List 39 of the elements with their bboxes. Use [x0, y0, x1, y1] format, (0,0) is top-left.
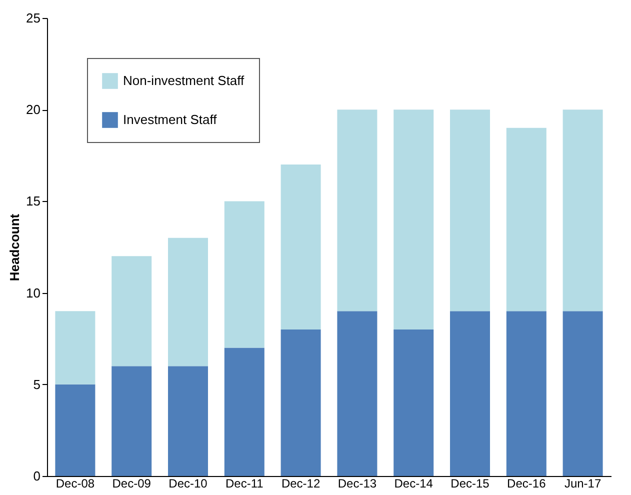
x-tick-label: Dec-11 — [226, 476, 264, 490]
bar — [112, 256, 152, 366]
bar — [224, 201, 264, 348]
bar — [168, 238, 208, 366]
bar — [55, 311, 96, 384]
bar — [224, 348, 264, 476]
y-tick-label: 10 — [26, 285, 40, 300]
x-tick-label: Dec-15 — [450, 476, 490, 490]
bar — [394, 329, 434, 476]
bar — [450, 311, 490, 476]
bar — [280, 164, 321, 330]
x-tick-label: Dec-09 — [112, 476, 152, 490]
legend-label: Non-investment Staff — [123, 73, 245, 88]
x-tick-label: Dec-12 — [281, 476, 320, 490]
bar — [450, 110, 490, 312]
y-tick-label: 15 — [26, 194, 40, 209]
bar — [506, 311, 546, 476]
bar — [55, 384, 96, 476]
legend-label: Investment Staff — [123, 112, 218, 127]
x-tick-label: Dec-08 — [56, 476, 95, 490]
bar — [562, 110, 603, 312]
y-tick-label: 0 — [33, 468, 40, 484]
bar — [394, 110, 434, 330]
bar — [506, 128, 546, 312]
bar — [168, 366, 208, 476]
x-tick-label: Dec-16 — [507, 476, 546, 490]
x-tick-label: Dec-13 — [338, 476, 377, 490]
x-tick-label: Dec-14 — [394, 476, 434, 490]
bar — [280, 329, 321, 476]
y-tick-label: 25 — [26, 10, 40, 26]
bar — [337, 110, 378, 312]
bar — [337, 311, 378, 476]
x-tick-label: Jun-17 — [564, 476, 602, 490]
bar — [562, 311, 603, 476]
y-axis-title: Headcount — [7, 213, 22, 282]
y-tick-label: 20 — [26, 102, 40, 118]
bar — [112, 366, 152, 476]
y-tick-label: 5 — [33, 376, 40, 392]
x-tick-label: Dec-10 — [168, 476, 208, 490]
